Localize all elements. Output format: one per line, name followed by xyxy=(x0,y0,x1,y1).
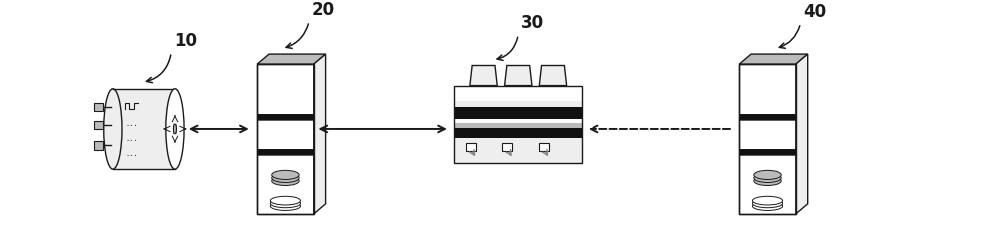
Ellipse shape xyxy=(270,196,300,205)
Bar xyxy=(257,114,314,120)
Polygon shape xyxy=(470,65,497,86)
Ellipse shape xyxy=(166,89,184,169)
Ellipse shape xyxy=(270,199,300,208)
Polygon shape xyxy=(505,65,532,86)
Bar xyxy=(257,149,314,156)
Text: ...: ... xyxy=(126,136,138,142)
Bar xyxy=(454,123,582,130)
Bar xyxy=(94,121,103,129)
Polygon shape xyxy=(796,54,808,214)
Bar xyxy=(739,64,796,214)
Bar xyxy=(739,149,796,156)
Ellipse shape xyxy=(272,173,299,183)
Bar xyxy=(539,143,549,151)
Ellipse shape xyxy=(104,89,122,169)
Bar xyxy=(739,64,796,214)
Bar xyxy=(257,64,314,214)
Text: 10: 10 xyxy=(174,32,197,49)
Ellipse shape xyxy=(752,199,783,208)
Bar xyxy=(94,103,103,111)
Bar xyxy=(466,143,476,151)
Text: ...: ... xyxy=(126,121,138,127)
Bar xyxy=(94,141,103,150)
Bar xyxy=(454,107,582,119)
Bar xyxy=(739,114,796,120)
Polygon shape xyxy=(739,54,808,64)
Bar xyxy=(454,128,582,141)
Ellipse shape xyxy=(754,173,781,183)
Bar xyxy=(113,89,175,169)
Polygon shape xyxy=(257,54,326,64)
Bar xyxy=(454,86,582,163)
Bar xyxy=(454,138,582,163)
Polygon shape xyxy=(539,65,567,86)
Ellipse shape xyxy=(752,196,783,205)
Ellipse shape xyxy=(272,176,299,185)
Bar xyxy=(502,143,512,151)
Ellipse shape xyxy=(752,202,783,211)
Text: ...: ... xyxy=(126,151,138,157)
Ellipse shape xyxy=(270,202,300,211)
Bar xyxy=(454,86,582,163)
Ellipse shape xyxy=(272,170,299,179)
Bar xyxy=(257,64,314,214)
Text: 20: 20 xyxy=(312,1,335,19)
Ellipse shape xyxy=(754,170,781,179)
Text: 40: 40 xyxy=(803,3,826,21)
Polygon shape xyxy=(314,54,326,214)
Text: 30: 30 xyxy=(521,14,544,32)
Bar xyxy=(454,101,582,109)
Ellipse shape xyxy=(754,176,781,185)
